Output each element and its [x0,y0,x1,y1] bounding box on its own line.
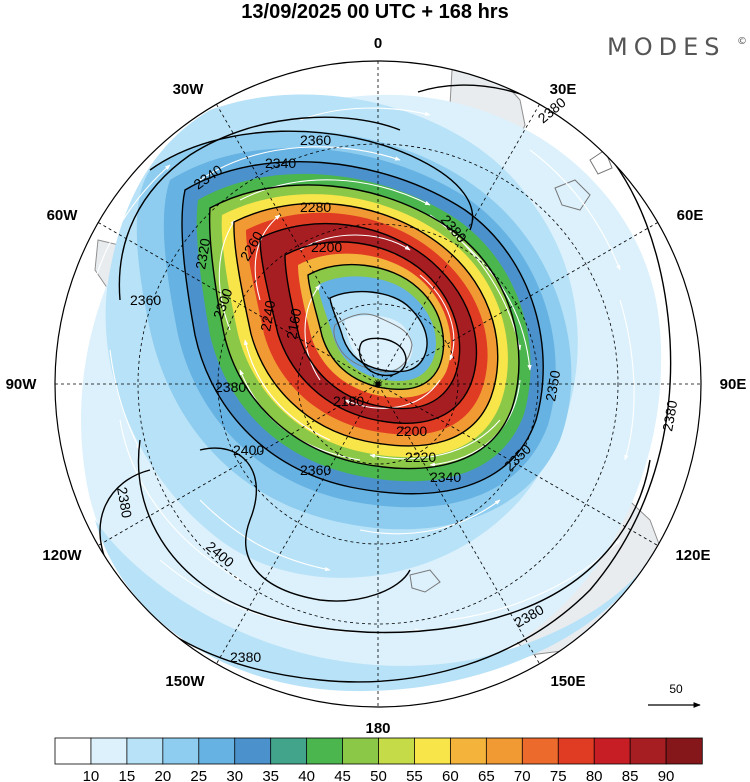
colorbar-tick-label: 30 [226,768,243,782]
map-boundary [54,60,702,708]
brand-logo: MODES [607,33,725,61]
colorbar-tick-label: 50 [370,768,387,782]
copyright-mark: © [737,36,747,47]
lon-label: 90E [720,376,747,393]
colorbar-tick-label: 75 [550,768,567,782]
contour-label: 2360 [300,462,331,478]
colorbar-swatch [521,737,559,765]
colorbar-tick-label: 70 [514,768,531,782]
contour-label: 2280 [300,199,331,215]
polar-map-disk [55,61,701,707]
lon-label: 60W [47,207,79,224]
colorbar-tick-label: 45 [334,768,351,782]
height-contours [99,84,672,683]
lon-label: 150W [165,673,205,690]
colorbar-swatch [126,737,164,765]
contour-label: 2380 [114,486,135,520]
lon-label: 30W [173,81,205,98]
colorbar-swatch [90,737,128,765]
longitude-labels: 0 30E 60E 90E 120E 150E 180 150W 120W 90… [6,35,747,737]
colorbar-tick-label: 25 [190,768,207,782]
colorbar-tick-label: 55 [406,768,423,782]
south-pole-marker [375,381,381,387]
contour-label: 2220 [405,449,436,465]
colorbar-swatch [414,737,452,765]
colorbar-tick-label: 40 [298,768,315,782]
contour-label: 2180 [333,393,364,409]
contour-label: 2200 [396,423,427,439]
lon-label: 0 [374,35,382,52]
lon-label: 90W [6,376,38,393]
colorbar-tick-label: 65 [478,768,495,782]
colorbar-swatch [234,737,272,765]
colorbar-tick-label: 15 [119,768,136,782]
graticule [55,61,701,707]
colorbar-tick-label: 35 [262,768,279,782]
colorbar-swatch [378,737,416,765]
colorbar-swatch [449,737,488,765]
lon-label: 30E [550,81,577,98]
contour-label: 2320 [192,237,213,271]
colorbar-swatch [54,737,92,765]
contour-label: 2360 [130,292,161,308]
map-title: 13/09/2025 00 UTC + 168 hrs [241,1,508,23]
coastlines [333,149,613,593]
colorbar-swatch [665,737,703,765]
colorbar-swatch [557,737,595,765]
colorbar-swatch [198,737,236,765]
wind-reference-vector: 50 [648,682,701,708]
contour-label: 2380 [230,649,261,665]
colorbar-swatch [306,737,344,765]
colorbar-swatch [342,737,380,765]
wind-reference-label: 50 [669,682,683,696]
colorbar-tick-label: 10 [83,768,100,782]
colorbar-tick-label: 20 [154,768,171,782]
contour-label: 2380 [215,379,246,395]
colorbar-swatch [593,737,631,765]
lon-label: 180 [365,720,390,737]
contour-label: 2380 [659,399,680,433]
colorbar-tick-label: 90 [658,768,675,782]
contour-label: 2350 [542,369,563,403]
colorbar-swatch [162,737,200,765]
colorbar-swatch [485,737,523,765]
contour-label: 2160 [283,307,304,341]
contour-label: 2200 [311,239,342,255]
lon-label: 60E [677,207,704,224]
contour-label: 2360 [300,132,331,148]
contour-label: 2340 [265,155,296,171]
lon-label: 120W [42,547,82,564]
lon-label: 120E [675,547,710,564]
colorbar-swatch [629,737,667,765]
colorbar-tick-label: 85 [622,768,639,782]
colorbar-swatch [270,737,308,765]
contour-label: 2400 [233,442,264,458]
colorbar: 10 15 20 25 30 35 40 45 50 55 60 65 70 75 80 85 90 [54,737,703,782]
contour-label: 2340 [430,469,461,485]
colorbar-tick-label: 80 [586,768,603,782]
lon-label: 150E [550,673,585,690]
contour-label: 2240 [257,299,278,333]
colorbar-tick-label: 60 [442,768,459,782]
